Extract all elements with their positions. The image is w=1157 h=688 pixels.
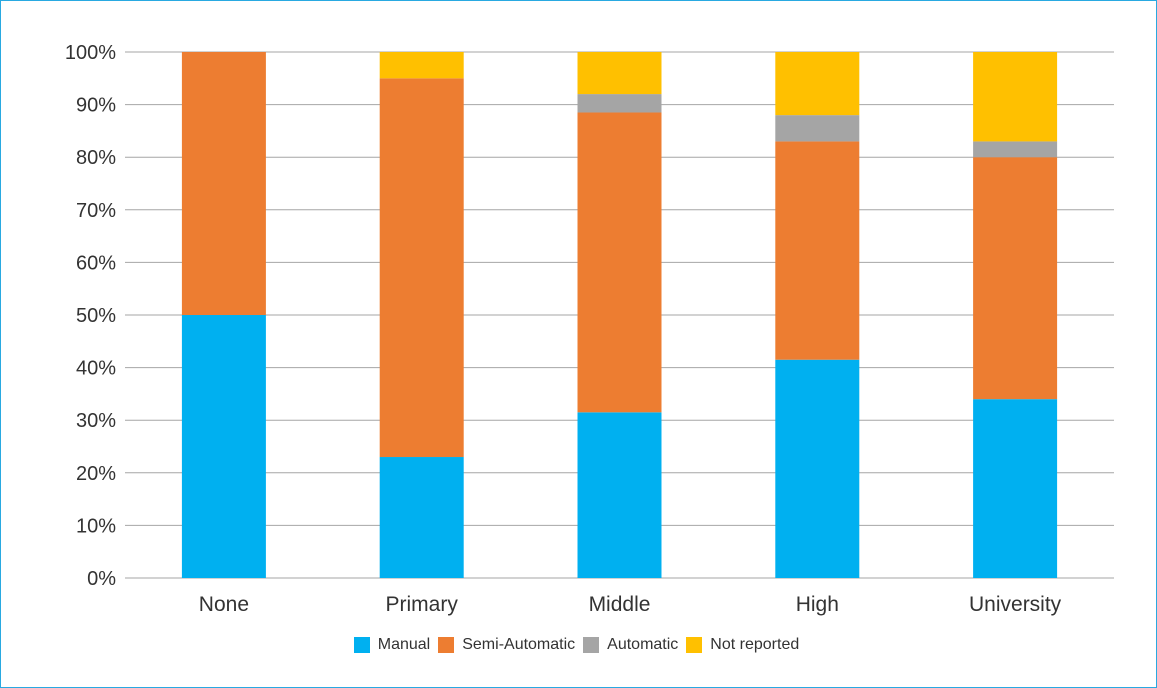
- bar-segment: [379, 52, 464, 79]
- bar-segment: [577, 52, 662, 95]
- legend-swatch: [353, 637, 370, 653]
- bar-segment: [775, 115, 860, 142]
- legend-swatch: [686, 637, 703, 653]
- bar-segment: [379, 457, 464, 578]
- bar-segment: [973, 399, 1058, 578]
- bar-segment: [577, 94, 662, 113]
- bar-segment: [973, 157, 1058, 400]
- legend-label: Automatic: [607, 636, 679, 653]
- bar-segment: [181, 52, 266, 315]
- bar-segment: [577, 112, 662, 413]
- x-tick-label: None: [199, 593, 249, 616]
- y-tick-label: 50%: [76, 305, 116, 327]
- y-tick-label: 70%: [76, 200, 116, 222]
- y-tick-label: 90%: [76, 95, 116, 117]
- legend: Manual Semi-Automatic Automatic Not reporte…: [1, 636, 1156, 654]
- legend-item: Automatic: [583, 636, 678, 654]
- bar-segment: [973, 141, 1058, 158]
- legend-swatch: [583, 637, 600, 653]
- x-tick-label: Middle: [589, 593, 651, 616]
- y-tick-label: 80%: [76, 147, 116, 169]
- y-tick-label: 100%: [65, 42, 116, 64]
- bar-segment: [577, 412, 662, 578]
- bar-segment: [775, 141, 860, 360]
- bar-segment: [181, 315, 266, 578]
- legend-swatch: [438, 637, 455, 653]
- legend-label: Semi-Automatic: [462, 636, 576, 653]
- bar-segment: [775, 359, 860, 578]
- y-tick-label: 20%: [76, 463, 116, 485]
- bar-segment: [379, 78, 464, 458]
- legend-label: Not reported: [710, 636, 800, 653]
- y-axis-tick-labels: 0% 10% 20% 30% 40% 50% 60% 70% 80% 90% 100%: [65, 42, 116, 590]
- bar-segment: [775, 52, 860, 116]
- legend-item: Semi-Automatic: [438, 636, 575, 654]
- y-tick-label: 60%: [76, 252, 116, 274]
- legend-item: Manual: [353, 636, 431, 654]
- y-tick-label: 40%: [76, 358, 116, 380]
- bars: [181, 52, 1058, 578]
- legend-item: Not reported: [686, 636, 799, 654]
- x-tick-label: Primary: [386, 593, 459, 616]
- x-tick-label: High: [796, 593, 839, 616]
- y-tick-label: 30%: [76, 410, 116, 432]
- y-tick-label: 0%: [87, 568, 116, 590]
- bar-segment: [973, 52, 1058, 142]
- x-tick-label: University: [969, 593, 1062, 616]
- y-tick-label: 10%: [76, 515, 116, 537]
- x-axis-tick-labels: None Primary Middle High University: [199, 593, 1062, 616]
- legend-label: Manual: [377, 636, 431, 653]
